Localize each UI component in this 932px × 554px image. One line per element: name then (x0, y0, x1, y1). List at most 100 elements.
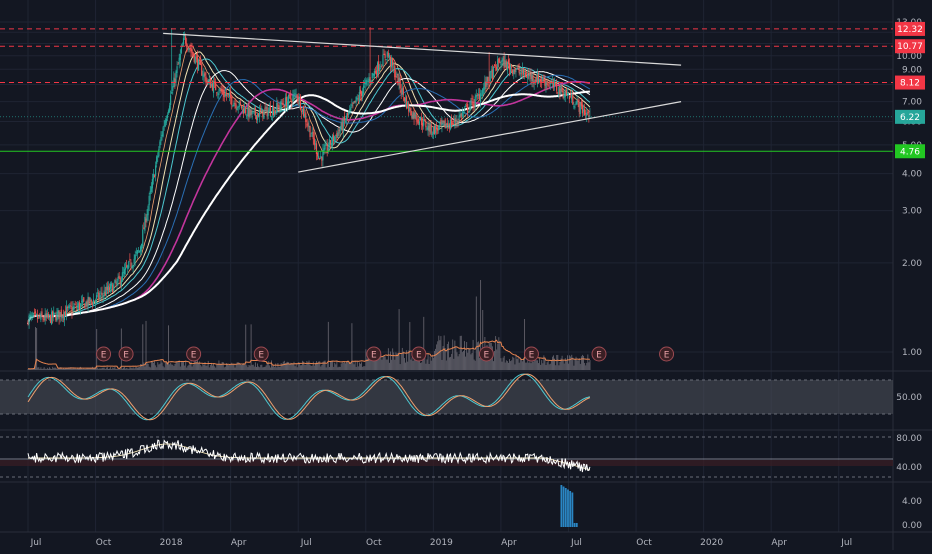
volume-bar (256, 366, 257, 370)
earnings-marker (478, 346, 494, 362)
volume-bar (517, 356, 519, 370)
candle-body (180, 47, 182, 53)
volume-bar (142, 324, 144, 370)
volume-bar (526, 362, 528, 370)
volume-bar (57, 367, 59, 370)
candle-body (314, 143, 316, 145)
candle-body (256, 113, 259, 121)
volume-bar (323, 360, 325, 370)
volume-bar (112, 367, 114, 370)
horizontal-levels[interactable] (0, 28, 893, 152)
candle-body (166, 114, 169, 118)
volume-bar (519, 357, 521, 370)
candle-body (99, 295, 101, 298)
volume-bar (129, 367, 131, 370)
volume-bar (473, 359, 475, 370)
volume-bar (326, 364, 328, 370)
candle-body (473, 104, 475, 106)
volume-bar (58, 367, 60, 370)
candle-body (312, 131, 314, 140)
candle-body (397, 73, 399, 86)
candle-body (42, 317, 44, 320)
volume-bar (65, 368, 67, 370)
candle-body (284, 97, 286, 107)
candle-body (291, 101, 293, 103)
volume-bar (539, 357, 541, 370)
candle-body (145, 218, 147, 223)
candle-body (486, 76, 488, 86)
volume-bar (210, 362, 212, 370)
candle-body (88, 297, 90, 304)
candle-body (300, 110, 303, 113)
time-axis-label: Oct (636, 538, 652, 548)
candle-body (67, 307, 69, 308)
volume-bar (138, 367, 139, 370)
candle-body (277, 105, 279, 107)
candle-body (408, 103, 410, 112)
candle-body (171, 92, 173, 94)
candle-body (100, 292, 102, 294)
candle-body (461, 112, 463, 117)
volume-bar (308, 360, 310, 370)
volume-bar (174, 364, 176, 370)
candle-body (574, 106, 576, 108)
volume-bar (83, 368, 85, 370)
candle-body (32, 313, 34, 315)
candle-body (564, 91, 566, 97)
candle-body (384, 53, 386, 59)
volume-bar (469, 348, 471, 370)
volume-bar (162, 366, 164, 370)
volume-bar (521, 361, 523, 370)
candle-body (126, 265, 128, 267)
candle-body (299, 96, 301, 110)
volume-bar (221, 361, 223, 370)
volume-bar (422, 352, 424, 370)
candle-body (183, 34, 186, 36)
volume-bar (106, 367, 108, 370)
volume-bar (76, 367, 78, 370)
volume-bar (317, 362, 319, 370)
volume-bar (45, 369, 47, 370)
volume-ma-line (28, 339, 590, 370)
volume-bar (30, 368, 32, 370)
volume-bar (571, 354, 573, 370)
candle-body (322, 149, 324, 161)
candle-body (517, 66, 519, 68)
candle-body (360, 91, 363, 96)
volume-bar (321, 365, 323, 370)
volume-bar (568, 363, 569, 370)
candle-body (57, 310, 59, 314)
volume-bar (495, 336, 497, 370)
volume-bar (224, 366, 226, 370)
volume-bar (67, 368, 69, 370)
price-level-tag (895, 39, 925, 54)
price-axis[interactable]: 13.0012.0011.0010.009.008.007.006.005.00… (895, 18, 925, 531)
candle-body (112, 285, 114, 293)
candle-body (341, 122, 343, 131)
time-axis[interactable]: Jul Oct 2018 Apr Jul Oct 2019 Apr Jul Oct 2020 Apr J… (30, 538, 853, 548)
volume-bar (242, 364, 243, 370)
volume-bar (586, 362, 588, 370)
volume-bar (96, 329, 98, 370)
candle-body (320, 156, 322, 158)
candle-body (122, 272, 125, 273)
ma-70-line (27, 74, 591, 325)
candle-body (508, 63, 511, 70)
candle-body (511, 67, 513, 69)
candle-body (566, 93, 569, 95)
volume-bar (580, 356, 582, 370)
candle-body (182, 38, 185, 45)
candle-body (194, 56, 196, 64)
candle-body (468, 111, 470, 112)
volume-bar (351, 323, 353, 370)
trendlines[interactable] (163, 32, 682, 173)
volume-bar (330, 361, 331, 370)
candle-body (389, 56, 392, 66)
bottom-axis-tick: 4.00 (902, 497, 922, 507)
candle-body (128, 261, 130, 268)
candle-body (176, 66, 178, 73)
earnings-marker-label: E (191, 351, 197, 361)
candle-body (251, 111, 253, 115)
